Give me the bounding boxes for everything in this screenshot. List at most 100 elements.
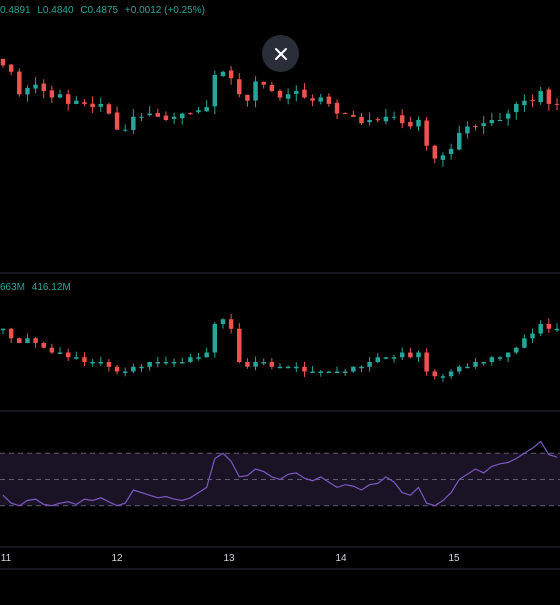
ohlc-legend: 0.4891 L0.4840 C0.4875 +0.0012 (+0.25%) — [0, 5, 209, 16]
candle-body — [432, 145, 438, 159]
indicator-body — [122, 371, 128, 373]
legend-close: C0.4875 — [80, 5, 119, 16]
candle-body — [106, 104, 112, 114]
indicator-body — [57, 352, 63, 354]
indicator-body — [49, 347, 55, 353]
indicator-body — [228, 319, 234, 329]
indicator-body — [554, 328, 560, 331]
candle-body — [473, 126, 478, 128]
candle-body — [497, 120, 503, 121]
candle-body — [269, 84, 275, 92]
candle-body — [25, 87, 30, 95]
indicator-body — [505, 352, 511, 358]
indicator-body — [147, 362, 152, 367]
indicator-body — [416, 352, 421, 358]
candle-body — [74, 100, 79, 104]
candle-body — [147, 113, 152, 116]
indicator-body — [294, 366, 299, 369]
indicator-body — [538, 324, 543, 334]
candle-body — [179, 113, 185, 119]
indicator-body — [17, 338, 22, 343]
candle-body — [245, 94, 250, 101]
indicator-body — [212, 324, 218, 353]
candle-body — [351, 114, 356, 117]
indicator-body — [522, 338, 527, 348]
candle-body — [253, 81, 258, 101]
indicator-value-b: 416.12M — [31, 282, 71, 293]
candle-body — [204, 107, 209, 112]
rsi-line — [2, 440, 558, 507]
indicator-legend: 663M 416.12M — [0, 282, 75, 293]
indicator-body — [391, 357, 397, 359]
candle-body — [342, 113, 348, 115]
indicator-body — [302, 366, 307, 372]
candle-body — [212, 75, 218, 107]
indicator-body — [473, 362, 478, 367]
candle-body — [114, 112, 120, 130]
indicator-body — [106, 362, 112, 367]
indicator-body — [318, 371, 323, 373]
indicator-body — [33, 338, 38, 343]
indicator-body — [514, 347, 519, 353]
indicator-body — [448, 371, 454, 377]
candle-body — [41, 83, 46, 92]
close-icon — [274, 47, 287, 60]
x-tick-label: 13 — [223, 553, 235, 564]
indicator-body — [8, 328, 14, 339]
candle-body — [514, 103, 519, 113]
candle-body — [383, 116, 389, 122]
candle-body — [82, 102, 87, 104]
candle-body — [237, 79, 242, 95]
indicator-body — [74, 357, 79, 359]
candle-body — [65, 94, 71, 104]
legend-change: +0.0012 (+0.25%) — [124, 5, 205, 16]
candle-body — [98, 103, 104, 107]
candle-body — [334, 102, 340, 114]
candle-body — [17, 71, 22, 95]
x-tick-label: 14 — [335, 553, 347, 564]
candle-body — [554, 103, 560, 105]
candle-body — [171, 116, 177, 119]
candle-body — [391, 116, 397, 118]
indicator-body — [269, 362, 275, 367]
candle-body — [359, 116, 364, 124]
close-button[interactable] — [262, 35, 299, 72]
indicator-body — [253, 362, 258, 367]
x-tick-label: 11 — [0, 553, 12, 564]
candle-body — [8, 64, 14, 72]
indicator-body — [196, 357, 201, 359]
indicator-body — [90, 362, 95, 364]
candle-body — [424, 120, 429, 146]
indicator-body — [440, 376, 446, 378]
indicator-body — [546, 324, 552, 329]
rsi-pane — [0, 440, 560, 507]
indicator-body — [204, 352, 209, 358]
candle-body — [0, 58, 6, 66]
candle-body — [399, 115, 405, 124]
candle-body — [228, 70, 234, 79]
candle-body — [318, 97, 323, 102]
candle-body — [489, 120, 495, 124]
indicator-body — [155, 362, 161, 364]
indicator-body — [163, 362, 169, 364]
candle-body — [122, 129, 128, 131]
indicator-body — [383, 357, 389, 359]
indicator-body — [399, 352, 405, 358]
indicator-body — [98, 362, 104, 364]
indicator-body — [497, 357, 503, 359]
indicator-body — [367, 362, 372, 367]
indicator-body — [424, 352, 429, 372]
indicator-body — [489, 357, 495, 362]
indicator-body — [131, 366, 136, 372]
candle-body — [131, 116, 136, 130]
candle-body — [294, 91, 299, 94]
indicator-value-a: 663M — [0, 282, 26, 293]
indicator-body — [245, 362, 250, 367]
indicator-body — [342, 371, 348, 373]
price-pane — [0, 58, 560, 167]
candle-body — [33, 84, 38, 89]
indicator-body — [25, 338, 30, 343]
indicator-body — [408, 352, 413, 358]
